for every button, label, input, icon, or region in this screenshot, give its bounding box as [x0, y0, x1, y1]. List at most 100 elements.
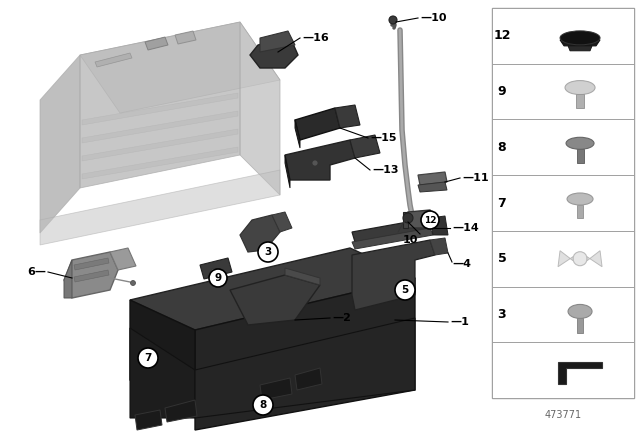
Polygon shape: [80, 22, 240, 188]
Polygon shape: [350, 135, 380, 158]
Text: 9: 9: [214, 273, 221, 283]
Polygon shape: [408, 210, 435, 228]
Polygon shape: [295, 108, 340, 140]
Circle shape: [573, 252, 587, 266]
Polygon shape: [165, 400, 197, 422]
Bar: [577, 319, 583, 333]
Text: —1: —1: [450, 317, 469, 327]
Bar: [492, 231, 634, 287]
Bar: [492, 175, 634, 231]
Polygon shape: [285, 140, 355, 180]
Text: —13: —13: [372, 165, 399, 175]
Polygon shape: [175, 31, 196, 44]
Circle shape: [395, 280, 415, 300]
Polygon shape: [130, 300, 195, 410]
Text: —15: —15: [370, 133, 397, 143]
Text: —4: —4: [452, 259, 471, 269]
Bar: [492, 120, 634, 175]
Text: 7: 7: [144, 353, 152, 363]
Polygon shape: [64, 260, 72, 298]
Ellipse shape: [568, 305, 592, 319]
Circle shape: [209, 269, 227, 287]
Polygon shape: [200, 258, 232, 279]
Text: 8: 8: [259, 400, 267, 410]
Polygon shape: [240, 22, 280, 195]
Polygon shape: [352, 240, 435, 310]
Bar: [492, 287, 634, 342]
Circle shape: [389, 16, 397, 24]
Circle shape: [421, 211, 439, 229]
Text: 7: 7: [498, 197, 506, 210]
Ellipse shape: [566, 137, 594, 149]
Polygon shape: [430, 216, 448, 235]
Polygon shape: [250, 37, 298, 68]
Polygon shape: [352, 218, 433, 242]
Polygon shape: [260, 378, 292, 400]
Text: 10: 10: [403, 235, 418, 245]
Text: —2: —2: [332, 313, 351, 323]
Polygon shape: [587, 251, 602, 267]
Polygon shape: [40, 55, 80, 233]
Polygon shape: [418, 182, 447, 192]
Polygon shape: [82, 147, 238, 179]
Bar: [577, 205, 583, 218]
Text: —16: —16: [302, 33, 329, 43]
Polygon shape: [95, 53, 132, 67]
Text: 3: 3: [264, 247, 271, 257]
Polygon shape: [285, 268, 320, 285]
Polygon shape: [418, 172, 447, 185]
Polygon shape: [230, 275, 320, 325]
Polygon shape: [110, 248, 136, 270]
Polygon shape: [240, 215, 280, 252]
Polygon shape: [145, 37, 168, 50]
Polygon shape: [285, 155, 290, 188]
Bar: [577, 149, 584, 163]
Bar: [492, 342, 634, 398]
Polygon shape: [403, 212, 408, 228]
Polygon shape: [130, 248, 415, 330]
Text: 3: 3: [498, 308, 506, 321]
Text: 9: 9: [498, 85, 506, 98]
Polygon shape: [135, 410, 162, 430]
Text: 6—: 6—: [27, 267, 46, 277]
Polygon shape: [560, 40, 600, 46]
Polygon shape: [64, 252, 118, 298]
Polygon shape: [74, 270, 109, 282]
Bar: [576, 94, 584, 108]
Text: 5: 5: [498, 252, 506, 265]
Polygon shape: [430, 238, 448, 255]
Polygon shape: [295, 368, 322, 390]
Bar: [492, 8, 634, 398]
Text: 473771: 473771: [545, 410, 582, 420]
Circle shape: [131, 280, 136, 285]
Polygon shape: [80, 22, 280, 113]
Polygon shape: [40, 170, 280, 245]
Polygon shape: [260, 31, 295, 52]
Text: 5: 5: [401, 285, 408, 295]
Circle shape: [258, 242, 278, 262]
Polygon shape: [335, 105, 360, 128]
Circle shape: [138, 348, 158, 368]
Circle shape: [211, 268, 218, 276]
Polygon shape: [558, 362, 602, 384]
Text: —11: —11: [462, 173, 488, 183]
Bar: [492, 64, 634, 120]
Polygon shape: [272, 212, 292, 232]
Polygon shape: [130, 328, 195, 418]
Ellipse shape: [565, 81, 595, 95]
Text: 12: 12: [424, 215, 436, 224]
Polygon shape: [74, 258, 109, 270]
Text: 8: 8: [498, 141, 506, 154]
Ellipse shape: [567, 193, 593, 205]
Circle shape: [253, 395, 273, 415]
Polygon shape: [195, 278, 415, 430]
Polygon shape: [82, 111, 238, 143]
Polygon shape: [82, 93, 238, 125]
Circle shape: [312, 160, 318, 166]
Polygon shape: [568, 46, 592, 51]
Text: —14: —14: [452, 223, 479, 233]
Text: —10: —10: [420, 13, 447, 23]
Polygon shape: [295, 120, 300, 148]
Bar: [492, 8, 634, 64]
Polygon shape: [82, 129, 238, 161]
